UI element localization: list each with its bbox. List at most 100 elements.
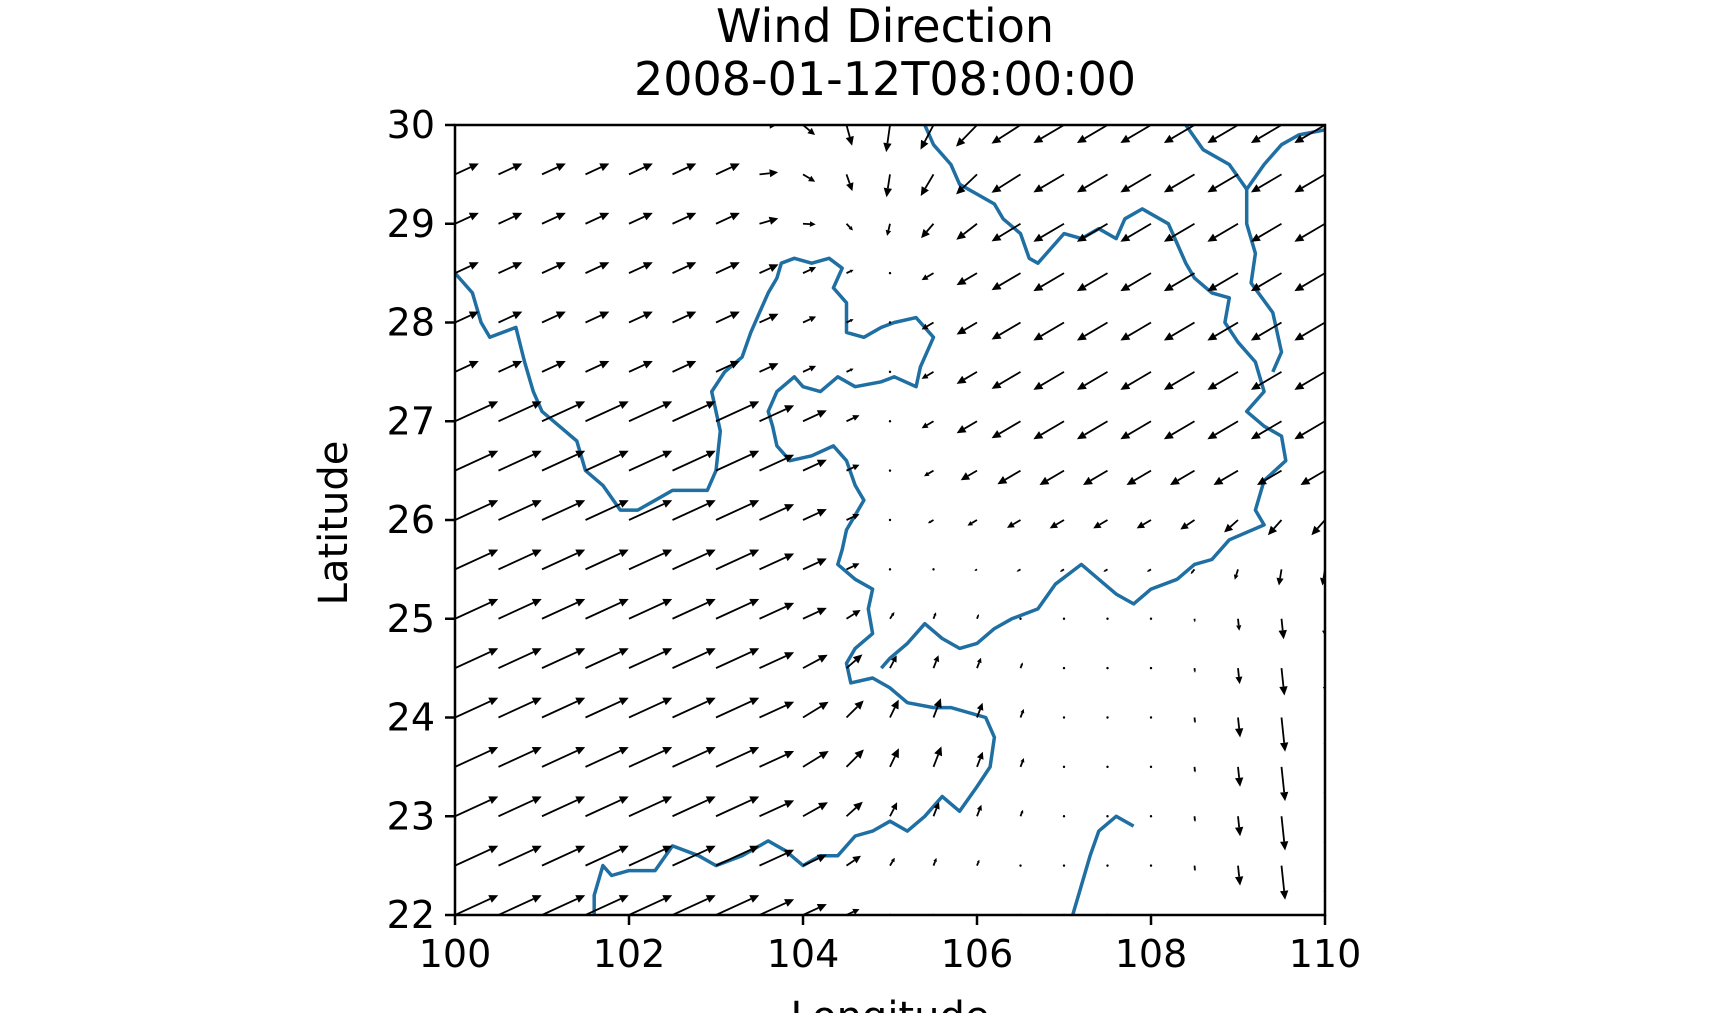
wind-arrow [498,648,542,669]
wind-arrow [455,262,479,274]
wind-arrow [802,173,816,182]
wind-arrow [1207,321,1239,341]
wind-arrow [1207,371,1239,390]
wind-arrow [759,800,795,818]
wind-arrow [1106,765,1109,769]
wind-arrow [759,454,795,472]
wind-arrow [802,125,816,135]
wind-arrow [883,125,892,153]
wind-arrow [1235,668,1243,685]
wind-arrow [1146,568,1152,572]
wind-arrow [846,319,854,324]
wind-arrow [885,223,892,236]
wind-arrow [455,747,499,768]
x-tick-label: 104 [767,932,840,976]
wind-arrow [883,174,892,198]
wind-arrow [455,360,479,373]
wind-arrow [802,267,817,274]
wind-arrow [932,802,940,817]
wind-arrow [1076,222,1108,242]
wind-arrow [1163,272,1195,292]
wind-arrow [888,370,892,374]
wind-arrow [759,751,795,768]
wind-arrow [672,163,697,176]
wind-arrow [1278,618,1287,640]
wind-arrow [1276,569,1284,586]
wind-arrow [628,796,673,818]
wind-arrow [585,549,629,571]
wind-arrow [542,125,545,126]
wind-arrow [1280,717,1289,752]
wind-arrow [541,549,586,571]
wind-arrow [1250,321,1282,341]
wind-arrow [628,450,673,472]
wind-arrow [759,504,795,521]
wind-arrow [932,612,937,620]
wind-arrow [1250,371,1282,390]
wind-arrow [956,125,978,147]
y-tick-label: 22 [387,893,435,937]
wind-arrow [888,568,892,571]
wind-arrow [1235,717,1244,738]
wind-arrow [1093,519,1108,529]
wind-arrow [759,169,779,178]
y-tick-label: 30 [387,103,435,147]
y-tick-label: 29 [387,202,435,246]
wind-arrow [889,748,899,768]
wind-arrow [716,125,719,126]
wind-arrow [1149,864,1153,867]
wind-arrow [1300,469,1325,485]
wind-arrow [715,500,760,521]
wind-arrow [976,614,980,620]
wind-arrow [759,313,779,324]
wind-arrow [498,401,542,423]
wind-arrow [715,895,760,915]
wind-arrow [541,360,566,373]
wind-arrow [921,223,935,239]
wind-arrow [921,272,934,281]
wind-arrow [889,655,897,669]
wind-arrow [920,173,935,196]
wind-arrow [1207,222,1239,242]
wind-arrow [541,845,586,867]
wind-arrow [455,895,499,915]
wind-arrow [585,500,629,521]
wind-arrow [889,699,899,718]
boundary-west [455,256,997,915]
wind-arrow [672,845,716,867]
wind-arrow [498,360,523,373]
wind-arrow [1311,519,1325,536]
wind-arrow [1193,618,1196,623]
wind-arrow [455,450,499,472]
wind-arrow [1180,519,1196,530]
wind-arrow [672,401,716,423]
wind-arrow [1120,173,1152,193]
wind-arrow [541,796,586,818]
wind-arrow [455,500,499,521]
wind-arrow [1103,568,1108,572]
y-tick-label: 28 [387,301,435,345]
wind-arrow [991,321,1021,340]
wind-arrow [585,311,610,324]
wind-arrow [455,163,479,176]
wind-arrow [1235,766,1244,787]
wind-arrow [759,264,779,274]
wind-arrow [991,371,1021,389]
wind-arrow [1294,371,1325,390]
wind-arrow [802,701,829,719]
wind-arrow [1207,173,1239,193]
boundary-north-east-2 [1245,128,1325,191]
wind-arrow [1083,469,1108,485]
wind-arrow [846,464,860,472]
wind-arrow [1238,914,1239,915]
wind-arrow [1019,708,1025,718]
wind-arrow [802,654,828,669]
wind-arrow [715,598,760,620]
wind-arrow [585,401,629,423]
wind-arrow [455,401,499,423]
wind-arrow [927,519,934,524]
wind-arrow [585,212,610,225]
boundary-south-east [1071,814,1135,915]
wind-arrow [585,163,610,176]
wind-arrow [628,163,653,176]
